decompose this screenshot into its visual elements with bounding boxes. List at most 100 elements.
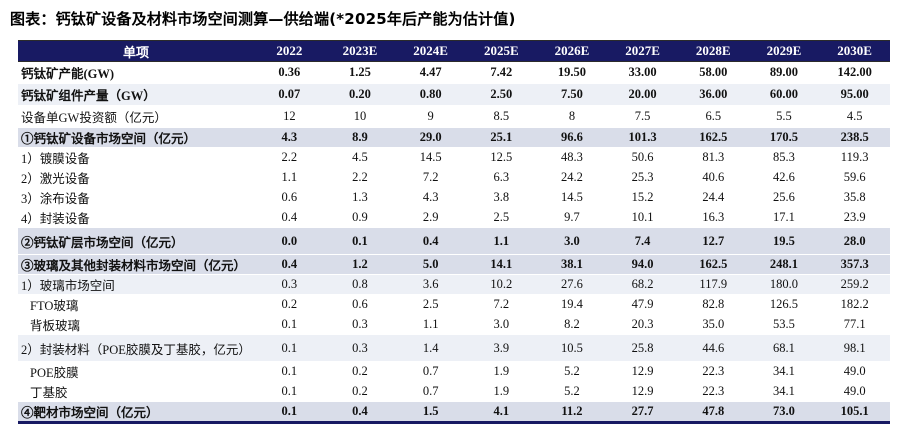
cell-value: 2.2 [254, 147, 325, 168]
cell-value: 0.6 [324, 294, 396, 315]
cell-value: 1.1 [395, 314, 466, 335]
cell-value: 357.3 [819, 254, 890, 275]
cell-value: 14.5 [395, 147, 466, 168]
cell-value: 25.1 [465, 127, 537, 148]
cell-value: 2.2 [324, 167, 396, 188]
row-label: 4）封装设备 [18, 207, 254, 228]
cell-value: 3.8 [465, 187, 537, 208]
cell-value: 1.1 [465, 227, 537, 255]
cell-value: 28.0 [819, 227, 890, 255]
column-header-item: 单项 [18, 40, 254, 62]
cell-value: 248.1 [748, 254, 820, 275]
cell-value: 27.7 [607, 401, 678, 424]
cell-value: 180.0 [748, 274, 820, 295]
cell-value: 6.3 [465, 167, 537, 188]
cell-value: 24.2 [536, 167, 608, 188]
cell-value: 50.6 [607, 147, 678, 168]
cell-value: 29.0 [395, 127, 466, 148]
row-label: 设备单GW投资额（亿元） [18, 105, 254, 128]
cell-value: 8.9 [324, 127, 396, 148]
table-row: 4）封装设备 0.4 0.9 2.9 2.5 9.7 10.1 16.3 17.1 23.9 [18, 207, 890, 228]
cell-value: 7.5 [607, 105, 678, 128]
cell-value: 0.4 [254, 254, 325, 275]
cell-value: 98.1 [819, 334, 890, 362]
cell-value: 1.5 [395, 401, 466, 424]
cell-value: 0.7 [395, 361, 466, 382]
cell-value: 19.50 [536, 61, 608, 84]
cell-value: 4.3 [395, 187, 466, 208]
cell-value: 12 [254, 105, 325, 128]
table-header-row: 单项 2022 2023E 2024E 2025E 2026E 2027E 2028E 2029… [18, 40, 890, 62]
cell-value: 95.00 [819, 83, 890, 106]
cell-value: 58.00 [677, 61, 749, 84]
cell-value: 0.8 [324, 274, 396, 295]
row-label: ③玻璃及其他封装材料市场空间（亿元） [18, 254, 254, 275]
cell-value: 7.42 [465, 61, 537, 84]
table-row: ①钙钛矿设备市场空间（亿元） 4.3 8.9 29.0 25.1 96.6 101.3 162… [18, 127, 890, 148]
cell-value: 4.1 [465, 401, 537, 424]
cell-value: 0.4 [254, 207, 325, 228]
cell-value: 36.00 [677, 83, 749, 106]
cell-value: 0.3 [254, 274, 325, 295]
cell-value: 259.2 [819, 274, 890, 295]
cell-value: 3.9 [465, 334, 537, 362]
cell-value: 162.5 [677, 127, 749, 148]
cell-value: 60.00 [748, 83, 820, 106]
cell-value: 4.3 [254, 127, 325, 148]
table-row: 2）激光设备 1.1 2.2 7.2 6.3 24.2 25.3 40.6 42.6 59.6 [18, 167, 890, 188]
row-label: 背板玻璃 [18, 314, 254, 335]
cell-value: 25.8 [607, 334, 678, 362]
cell-value: 0.3 [324, 314, 396, 335]
cell-value: 0.36 [254, 61, 325, 84]
cell-value: 11.2 [536, 401, 608, 424]
column-header-year: 2027E [607, 40, 678, 62]
cell-value: 4.47 [395, 61, 466, 84]
column-header-year: 2030E [819, 40, 890, 62]
column-header-year: 2026E [536, 40, 608, 62]
cell-value: 24.4 [677, 187, 749, 208]
cell-value: 49.0 [819, 381, 890, 402]
cell-value: 0.2 [324, 381, 396, 402]
cell-value: 105.1 [819, 401, 890, 424]
cell-value: 1.25 [324, 61, 396, 84]
cell-value: 14.1 [465, 254, 537, 275]
cell-value: 4.5 [819, 105, 890, 128]
row-label: 丁基胶 [18, 381, 254, 402]
cell-value: 0.9 [324, 207, 396, 228]
cell-value: 3.6 [395, 274, 466, 295]
cell-value: 0.4 [324, 401, 396, 424]
cell-value: 44.6 [677, 334, 749, 362]
cell-value: 1.2 [324, 254, 396, 275]
row-label: ④靶材市场空间（亿元） [18, 401, 254, 424]
cell-value: 10.2 [465, 274, 537, 295]
figure-title: 图表：钙钛矿设备及材料市场空间测算—供给端(*2025年后产能为估计值) [10, 10, 516, 28]
cell-value: 0.0 [254, 227, 325, 255]
column-header-year: 2029E [748, 40, 820, 62]
cell-value: 10 [324, 105, 396, 128]
cell-value: 0.7 [395, 381, 466, 402]
row-label: 3）涂布设备 [18, 187, 254, 208]
cell-value: 0.1 [254, 334, 325, 362]
cell-value: 0.80 [395, 83, 466, 106]
cell-value: 35.0 [677, 314, 749, 335]
cell-value: 77.1 [819, 314, 890, 335]
cell-value: 1.9 [465, 381, 537, 402]
cell-value: 9 [395, 105, 466, 128]
cell-value: 27.6 [536, 274, 608, 295]
table-row: ②钙钛矿层市场空间（亿元） 0.0 0.1 0.4 1.1 3.0 7.4 12.7 19.5 2… [18, 227, 890, 255]
row-label: 2）封装材料（POE胶膜及丁基胶，亿元） [18, 334, 254, 362]
cell-value: 0.1 [254, 314, 325, 335]
cell-value: 19.5 [748, 227, 820, 255]
cell-value: 2.5 [395, 294, 466, 315]
cell-value: 0.3 [324, 334, 396, 362]
cell-value: 12.7 [677, 227, 749, 255]
table-row: ③玻璃及其他封装材料市场空间（亿元） 0.4 1.2 5.0 14.1 38.1 94.0 1… [18, 254, 890, 275]
cell-value: 47.9 [607, 294, 678, 315]
cell-value: 68.2 [607, 274, 678, 295]
cell-value: 25.3 [607, 167, 678, 188]
cell-value: 33.00 [607, 61, 678, 84]
row-label: ①钙钛矿设备市场空间（亿元） [18, 127, 254, 148]
row-label: 钙钛矿产能(GW) [18, 61, 254, 84]
cell-value: 38.1 [536, 254, 608, 275]
cell-value: 73.0 [748, 401, 820, 424]
